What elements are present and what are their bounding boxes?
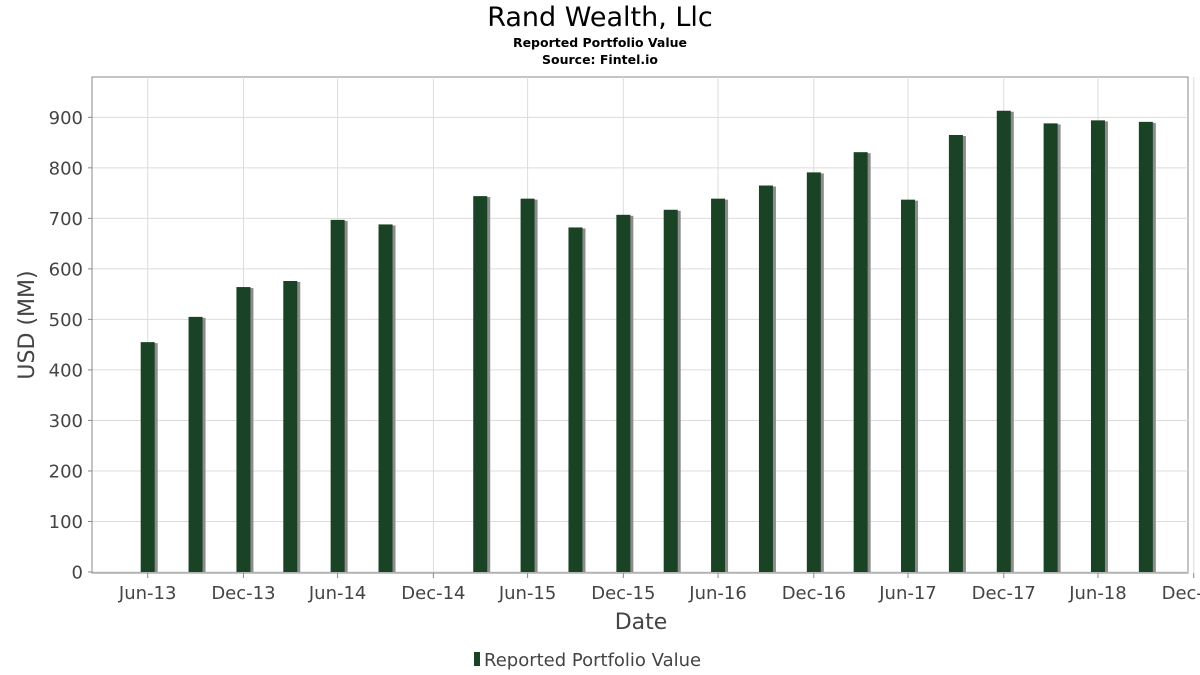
bar	[236, 287, 251, 572]
x-tick-label: Jun-13	[118, 583, 177, 604]
y-axis: 0 100 200 300 400 500 600 700 800 900	[49, 77, 93, 584]
legend-label: Reported Portfolio Value	[484, 650, 701, 671]
chart-subtitle: Reported Portfolio Value	[513, 35, 687, 50]
plot-area: 0 100 200 300 400 500 600 700 800 900 Jun-13 Dec-1…	[49, 76, 1200, 604]
bar	[378, 224, 393, 572]
x-tick-label: Dec-18	[1162, 583, 1200, 604]
x-tick-label: Dec-16	[782, 583, 846, 604]
bar	[616, 214, 631, 573]
y-tick-label: 900	[49, 108, 83, 129]
y-tick-label: 600	[49, 259, 83, 280]
x-axis: Jun-13 Dec-13 Jun-14 Dec-14 Jun-15 Dec-15 Jun-…	[92, 572, 1200, 604]
x-tick-label: Dec-13	[211, 583, 275, 604]
bar	[473, 196, 488, 572]
y-tick-label: 100	[49, 512, 83, 533]
chart-title: Rand Wealth, Llc	[487, 2, 713, 33]
bar	[188, 316, 203, 572]
y-tick-label: 200	[49, 461, 83, 482]
x-tick-label: Jun-16	[688, 583, 747, 604]
bar	[1090, 120, 1105, 572]
bar	[140, 342, 155, 572]
legend: Reported Portfolio Value	[474, 650, 701, 671]
bar	[568, 227, 583, 572]
bar	[758, 185, 773, 572]
y-tick-label: 300	[49, 411, 83, 432]
bar	[853, 152, 868, 572]
y-axis-label: USD (MM)	[15, 270, 40, 379]
bar	[948, 134, 963, 572]
y-tick-label: 700	[49, 209, 83, 230]
x-tick-label: Jun-17	[878, 583, 937, 604]
bar	[901, 199, 916, 573]
legend-swatch	[474, 652, 480, 666]
bar	[283, 281, 298, 572]
bar	[1043, 123, 1058, 572]
bar	[330, 219, 345, 572]
bar	[1138, 121, 1153, 572]
x-tick-label: Dec-17	[972, 583, 1036, 604]
x-tick-label: Jun-18	[1068, 583, 1127, 604]
x-axis-label: Date	[615, 610, 668, 635]
x-tick-label: Jun-15	[498, 583, 557, 604]
bars-layer	[140, 110, 1156, 573]
y-tick-label: 800	[49, 158, 83, 179]
x-tick-label: Jun-14	[308, 583, 367, 604]
chart-source: Source: Fintel.io	[542, 52, 658, 67]
y-tick-label: 400	[49, 360, 83, 381]
bar	[663, 209, 678, 572]
x-tick-label: Dec-14	[401, 583, 465, 604]
bar	[996, 110, 1011, 573]
y-tick-label: 500	[49, 310, 83, 331]
bar	[806, 172, 821, 573]
plot-frame	[91, 76, 1189, 574]
bar	[520, 198, 535, 572]
bar	[711, 198, 726, 572]
x-tick-label: Dec-15	[591, 583, 655, 604]
y-tick-label: 0	[72, 563, 83, 584]
